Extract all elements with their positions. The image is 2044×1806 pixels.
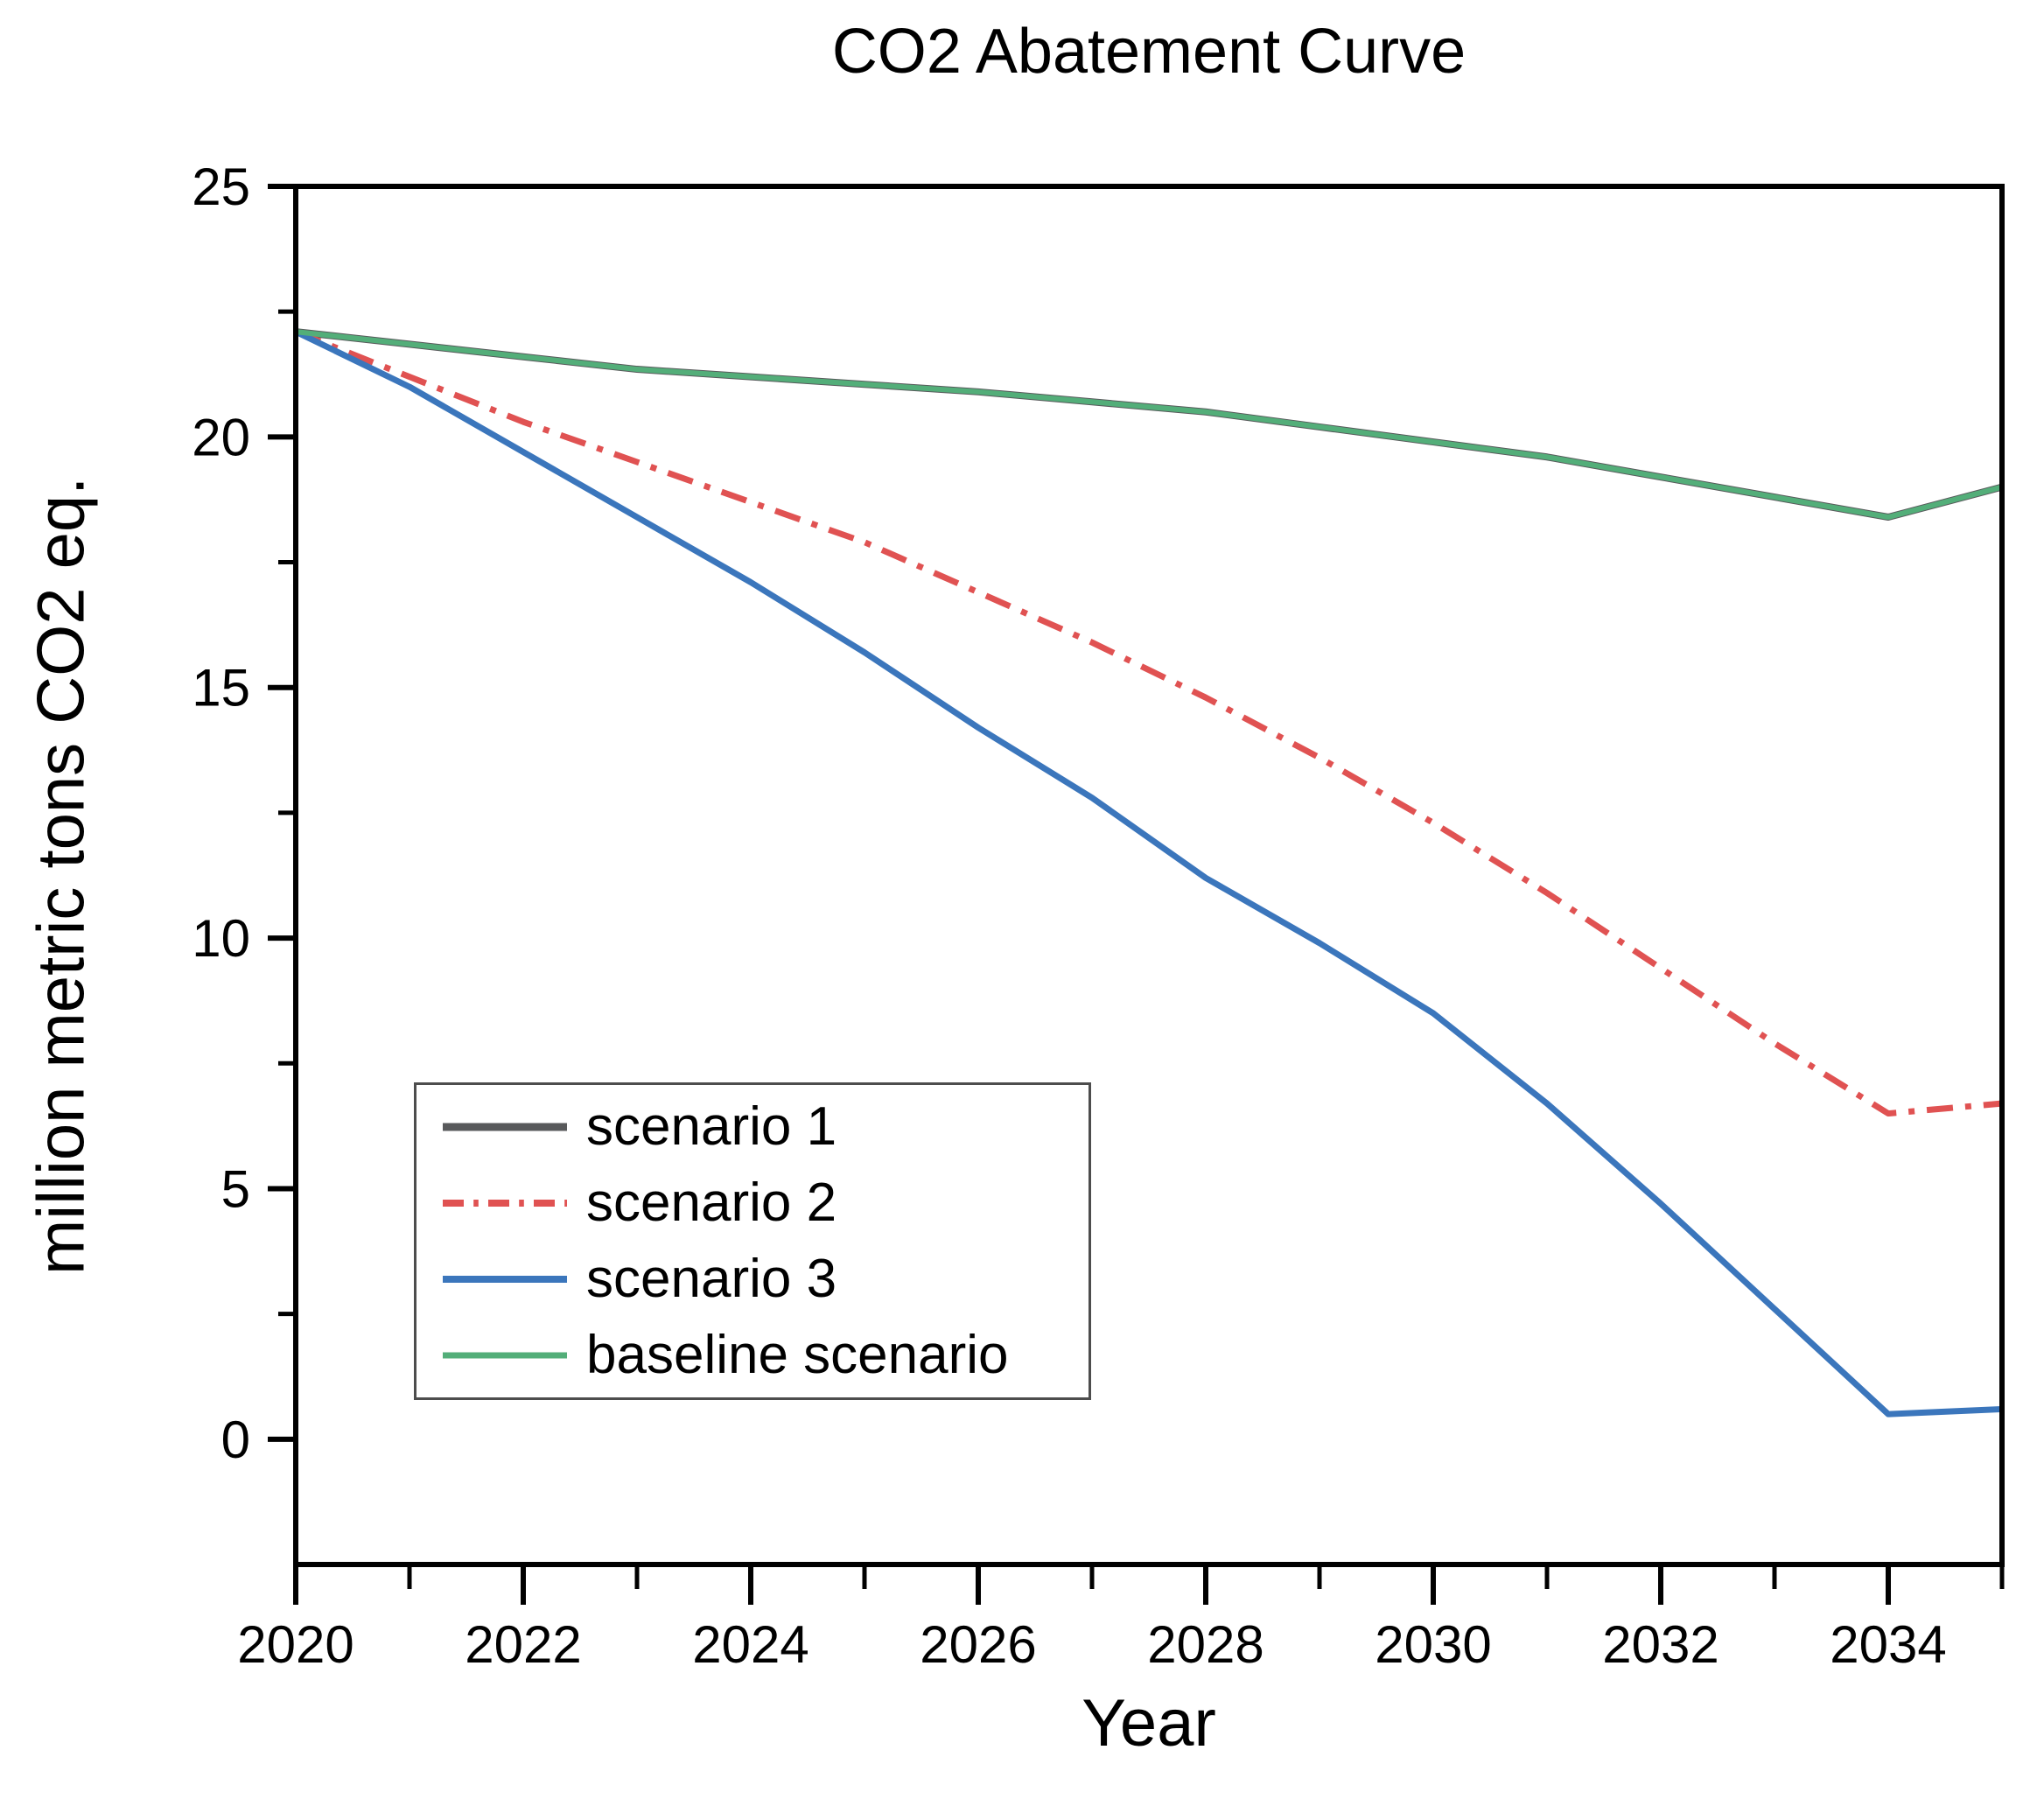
scenario-3-line-swatch-icon	[443, 1276, 567, 1284]
x-tick-label: 2032	[1602, 1615, 1718, 1674]
x-axis-label: Year	[1082, 1686, 1216, 1760]
chart-title: CO2 Abatement Curve	[831, 17, 1466, 87]
y-tick-label: 25	[192, 158, 250, 216]
y-tick-label: 15	[192, 659, 250, 718]
x-tick-label: 2026	[920, 1615, 1036, 1674]
y-tick-label: 0	[221, 1410, 250, 1469]
axis-frame	[293, 184, 2005, 1567]
x-tick-label: 2028	[1147, 1615, 1264, 1674]
series-line-baseline-scenario	[295, 329, 2003, 520]
legend-label: scenario 3	[586, 1249, 837, 1310]
scenario-2-line-swatch-icon	[443, 1199, 567, 1207]
legend-label: baseline scenario	[586, 1325, 1009, 1386]
y-tick-label: 10	[192, 909, 250, 968]
baseline-scenario-line-swatch-icon	[443, 1352, 567, 1359]
legend: scenario 1 scenario 2 scenario 3 baselin…	[414, 1082, 1091, 1400]
y-tick-label: 20	[192, 408, 250, 466]
x-tick-label: 2034	[1830, 1615, 1946, 1674]
x-tick-label: 2024	[692, 1615, 808, 1674]
y-tick-label: 5	[221, 1159, 250, 1218]
legend-label: scenario 2	[586, 1172, 837, 1233]
series-line-scenario-2	[294, 328, 2003, 1117]
legend-label: scenario 1	[586, 1096, 837, 1157]
legend-item-baseline-scenario: baseline scenario	[416, 1318, 1088, 1393]
scenario-1-line-swatch-icon	[443, 1123, 567, 1131]
series-line-scenario-3	[294, 328, 2003, 1418]
x-tick-label: 2022	[465, 1615, 581, 1674]
legend-item-scenario-2: scenario 2	[416, 1166, 1088, 1241]
legend-item-scenario-3: scenario 3	[416, 1242, 1088, 1317]
x-tick-label: 2030	[1375, 1615, 1491, 1674]
legend-item-scenario-1: scenario 1	[416, 1089, 1088, 1165]
x-tick-label: 2020	[237, 1615, 354, 1674]
